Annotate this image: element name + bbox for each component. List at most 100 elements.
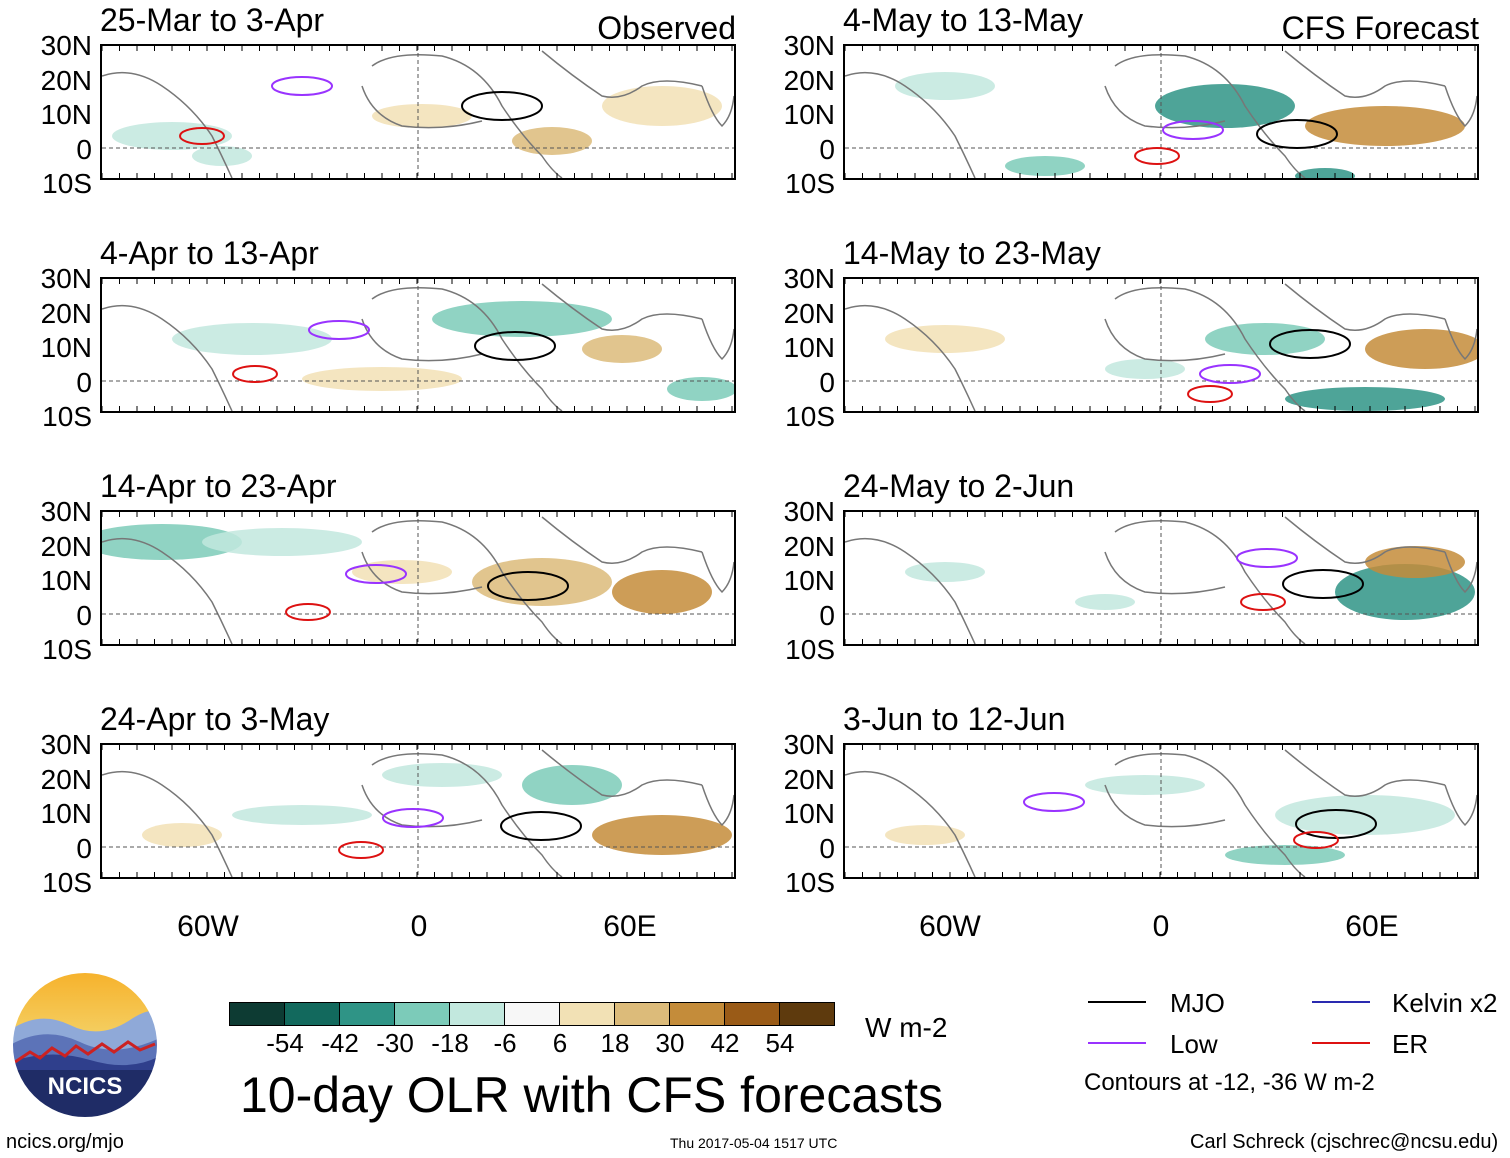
- legend-low-line: [1088, 1042, 1146, 1044]
- coastline: [361, 318, 483, 362]
- lat-label: 10S: [785, 401, 835, 432]
- colorbar-label: -54: [266, 1028, 304, 1058]
- coastline: [1444, 551, 1477, 594]
- olr-map: [100, 277, 736, 413]
- contour: [1293, 831, 1339, 849]
- lon-label-60w-right: 60W: [919, 910, 981, 943]
- olr-anomaly-shading: [1085, 775, 1205, 795]
- coastline: [371, 520, 563, 644]
- panel-title: 14-Apr to 23-Apr: [100, 468, 337, 504]
- lat-label: 10N: [783, 798, 835, 829]
- coastline: [701, 85, 734, 128]
- coastline: [1114, 287, 1306, 411]
- olr-anomaly-shading: [512, 127, 592, 155]
- olr-anomaly-shading: [102, 524, 242, 560]
- coastline: [845, 537, 976, 644]
- contour: [285, 603, 331, 621]
- olr-map: [843, 743, 1479, 879]
- lat-label: 30N: [783, 729, 835, 760]
- coastline: [845, 770, 976, 877]
- olr-anomaly-shading: [612, 570, 712, 614]
- legend-mjo-label: MJO: [1170, 988, 1225, 1018]
- legend-er-label: ER: [1392, 1029, 1429, 1059]
- colorbar-swatch: [724, 1002, 780, 1026]
- lon-label-0-right: 0: [1152, 910, 1170, 943]
- contour: [232, 365, 278, 383]
- legend-low-label: Low: [1170, 1029, 1218, 1059]
- coastline: [361, 784, 483, 828]
- coastline: [102, 71, 233, 178]
- coastline: [1444, 784, 1477, 827]
- olr-map: [100, 44, 736, 180]
- lat-label: 10S: [785, 634, 835, 665]
- coastline: [361, 85, 483, 129]
- coastline: [1114, 54, 1306, 178]
- coastline: [1104, 784, 1226, 828]
- lat-label: 0: [76, 134, 92, 165]
- contour: [474, 331, 556, 361]
- panel-tag: Observed: [597, 10, 736, 46]
- colorbar-label: -42: [321, 1028, 359, 1058]
- lat-label: 30N: [40, 729, 92, 760]
- colorbar-label: 42: [710, 1028, 740, 1058]
- panel-title: 25-Mar to 3-Apr: [100, 2, 325, 38]
- panel-title: 24-Apr to 3-May: [100, 701, 330, 737]
- panel-title: 14-May to 23-May: [843, 235, 1101, 271]
- coastline: [1104, 85, 1226, 129]
- lon-label-60e-left: 60E: [603, 910, 657, 943]
- footer-author: Carl Schreck (cjschrec@ncsu.edu): [1190, 1131, 1499, 1153]
- lat-label: 10N: [40, 332, 92, 363]
- contour: [1187, 385, 1233, 403]
- colorbar-swatch: [449, 1002, 505, 1026]
- contour: [338, 841, 384, 859]
- colorbar-label: 18: [600, 1028, 630, 1058]
- olr-anomaly-shading: [472, 558, 612, 606]
- coastline: [1104, 551, 1226, 595]
- olr-anomaly-shading: [582, 335, 662, 363]
- olr-map: [843, 44, 1479, 180]
- contour: [179, 127, 225, 145]
- svg-text:NCICS: NCICS: [48, 1073, 123, 1100]
- contour: [487, 571, 569, 601]
- olr-anomaly-shading: [905, 562, 985, 582]
- olr-anomaly-shading: [202, 528, 362, 556]
- colorbar-swatch: [669, 1002, 725, 1026]
- coastline: [701, 318, 734, 361]
- olr-map: [843, 510, 1479, 646]
- contour: [500, 811, 582, 841]
- olr-anomaly-shading: [1365, 329, 1477, 369]
- olr-anomaly-shading: [1285, 387, 1445, 411]
- colorbar-label: 54: [765, 1028, 795, 1058]
- contour: [1134, 147, 1180, 165]
- contour: [1023, 792, 1085, 812]
- main-title: 10-day OLR with CFS forecasts: [240, 1067, 944, 1123]
- olr-anomaly-shading: [1005, 156, 1085, 176]
- lat-label: 30N: [783, 496, 835, 527]
- lat-label: 0: [819, 833, 835, 864]
- colorbar-label: -30: [376, 1028, 414, 1058]
- olr-anomaly-shading: [232, 805, 372, 825]
- lat-label: 10N: [783, 332, 835, 363]
- olr-anomaly-shading: [602, 86, 722, 126]
- olr-map: [100, 743, 736, 879]
- colorbar-swatch: [779, 1002, 835, 1026]
- lat-label: 10N: [40, 99, 92, 130]
- lat-label: 10N: [40, 798, 92, 829]
- coastline: [102, 770, 233, 877]
- lat-label: 20N: [40, 298, 92, 329]
- contour: [1236, 548, 1298, 568]
- coastline: [1444, 85, 1477, 128]
- panel-title: 4-Apr to 13-Apr: [100, 235, 319, 271]
- coastline: [541, 749, 703, 797]
- footer-timestamp: Thu 2017-05-04 1517 UTC: [670, 1135, 838, 1151]
- coastline: [541, 283, 703, 331]
- lat-label: 0: [76, 833, 92, 864]
- lat-label: 20N: [40, 531, 92, 562]
- lat-label: 10N: [783, 565, 835, 596]
- olr-anomaly-shading: [522, 765, 622, 805]
- lat-label: 10N: [783, 99, 835, 130]
- lat-label: 0: [819, 134, 835, 165]
- panel-title: 3-Jun to 12-Jun: [843, 701, 1066, 737]
- footer-url[interactable]: ncics.org/mjo: [6, 1131, 124, 1153]
- olr-anomaly-shading: [1105, 359, 1185, 379]
